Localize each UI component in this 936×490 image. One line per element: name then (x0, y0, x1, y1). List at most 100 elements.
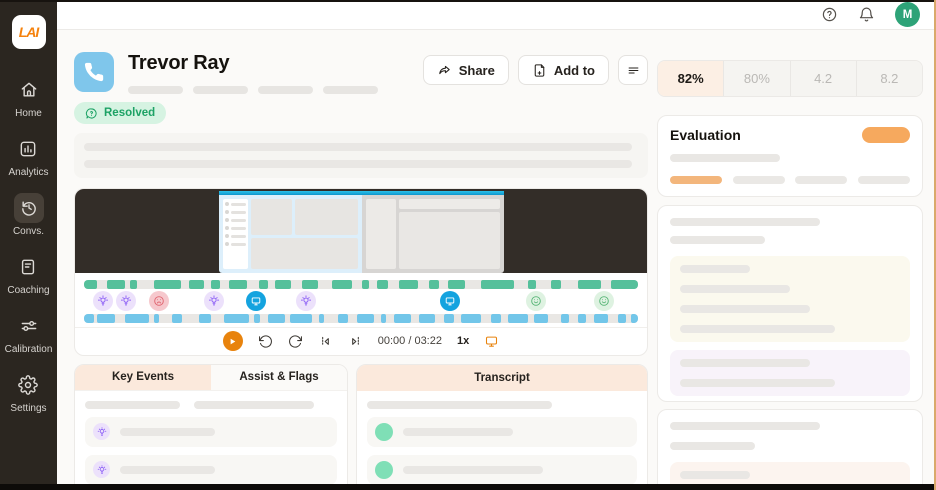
forward-button[interactable] (288, 334, 303, 349)
screen-marker-icon[interactable] (245, 291, 266, 311)
score-segmented-control: 82% 80% 4.2 8.2 (657, 60, 923, 97)
insight-marker-icon[interactable] (115, 291, 136, 311)
insight-marker-icon[interactable] (93, 291, 114, 311)
speech-segment (528, 279, 537, 289)
question-bubble-icon (85, 107, 97, 119)
sidebar-item-calibration[interactable]: Calibration (5, 311, 52, 355)
previous-marker-button[interactable] (318, 334, 333, 349)
speech-segment (447, 279, 465, 289)
placeholder-bar (680, 325, 835, 333)
evaluation-title: Evaluation (670, 127, 741, 143)
negative-marker-icon[interactable] (148, 291, 169, 311)
status-badge-label: Resolved (104, 107, 156, 119)
agent-speech-track[interactable] (84, 279, 638, 289)
speech-segment (578, 279, 601, 289)
positive-icon (531, 296, 541, 306)
key-event-row[interactable] (85, 416, 337, 447)
score-cell-8-2[interactable]: 8.2 (856, 61, 922, 96)
status-block: Resolved (74, 102, 648, 178)
evaluation-column: 82% 80% 4.2 8.2 Evaluation (657, 30, 923, 490)
insight-icon (93, 461, 110, 478)
speech-segment (338, 313, 349, 323)
placeholder-bar (680, 265, 750, 273)
screen-view-toggle[interactable] (484, 334, 499, 349)
speech-segment (361, 279, 370, 289)
rewind-button[interactable] (258, 334, 273, 349)
key-events-body (75, 391, 347, 490)
coaching-icon (22, 259, 35, 275)
transcript-body (357, 391, 647, 490)
positive-marker-icon[interactable] (526, 291, 547, 311)
speech-segment (211, 279, 220, 289)
forward-icon (288, 334, 302, 348)
speech-segment (84, 313, 94, 323)
speech-segment (578, 313, 586, 323)
score-cell-4-2[interactable]: 4.2 (790, 61, 857, 96)
more-options-button[interactable] (618, 55, 648, 85)
play-icon (230, 338, 236, 344)
positive-icon (598, 296, 609, 306)
main-area: M Trevor Ray Share (57, 0, 936, 490)
conversation-header: Trevor Ray Share Add to (74, 52, 648, 94)
sidebar-item-convs[interactable]: Convs. (13, 193, 44, 237)
sidebar-item-label: Settings (10, 403, 47, 414)
speech-segment (444, 313, 455, 323)
sidebar-item-settings[interactable]: Settings (10, 370, 47, 414)
thumbnail-window-right (361, 194, 504, 273)
positive-marker-icon[interactable] (593, 291, 614, 311)
speech-segment (153, 313, 159, 323)
speech-segment (630, 313, 638, 323)
sidebar-item-home[interactable]: Home (14, 75, 44, 119)
screen-marker-icon[interactable] (439, 291, 460, 311)
video-viewport[interactable] (75, 188, 647, 273)
secondary-insights-card (657, 409, 923, 490)
insight-icon (97, 464, 106, 474)
key-events-card: Key Events Assist & Flags (74, 363, 348, 490)
insight-block-lavender (670, 350, 910, 396)
transcript-row[interactable] (367, 454, 637, 485)
header-actions: Share Add to (422, 55, 648, 85)
share-button[interactable]: Share (422, 55, 509, 85)
sidebar-item-coaching[interactable]: Coaching (7, 252, 50, 296)
evaluation-pill-muted (732, 176, 785, 184)
insight-marker-icon[interactable] (295, 291, 316, 311)
speech-segment (418, 313, 435, 323)
sidebar-nav: Home Analytics Convs. Coaching Calibration Se… (5, 75, 52, 429)
score-cell-82pct[interactable]: 82% (658, 61, 725, 96)
speech-segment (172, 313, 183, 323)
sidebar-item-analytics[interactable]: Analytics (8, 134, 49, 178)
evaluation-card: Evaluation (657, 115, 923, 197)
score-cell-80pct[interactable]: 80% (724, 61, 791, 96)
tab-assist-flags[interactable]: Assist & Flags (211, 364, 347, 390)
thumbnail-list-row (224, 210, 246, 215)
transcript-row[interactable] (367, 416, 637, 447)
help-button[interactable] (821, 6, 838, 23)
conversations-history-icon (21, 201, 36, 216)
conversation-column: Trevor Ray Share Add to (74, 30, 648, 490)
play-button[interactable] (222, 331, 243, 351)
notifications-button[interactable] (858, 6, 875, 23)
calibration-icon (21, 320, 36, 332)
speech-segment (610, 279, 638, 289)
add-to-button[interactable]: Add to (517, 55, 609, 85)
placeholder-bar (680, 305, 810, 313)
speech-segment (594, 313, 609, 323)
key-event-row[interactable] (85, 454, 337, 485)
insight-marker-icon[interactable] (204, 291, 225, 311)
playback-speed-button[interactable]: 1x (456, 335, 470, 347)
call-timeline (75, 273, 647, 327)
screen-icon (251, 297, 260, 306)
thumbnail-right-sidebar (365, 198, 396, 269)
insight-icon (120, 295, 131, 306)
insight-icon (98, 295, 109, 306)
lines-menu-icon (628, 66, 638, 74)
evaluation-action-pill[interactable] (862, 127, 910, 143)
next-marker-button[interactable] (348, 334, 363, 349)
customer-speech-track[interactable] (84, 313, 638, 323)
user-avatar[interactable]: M (895, 2, 920, 27)
speech-segment (534, 313, 549, 323)
speech-segment (198, 313, 212, 323)
app-logo[interactable]: LAI (11, 15, 46, 49)
thumbnail-list-row (224, 218, 246, 223)
tab-key-events[interactable]: Key Events (75, 364, 211, 390)
